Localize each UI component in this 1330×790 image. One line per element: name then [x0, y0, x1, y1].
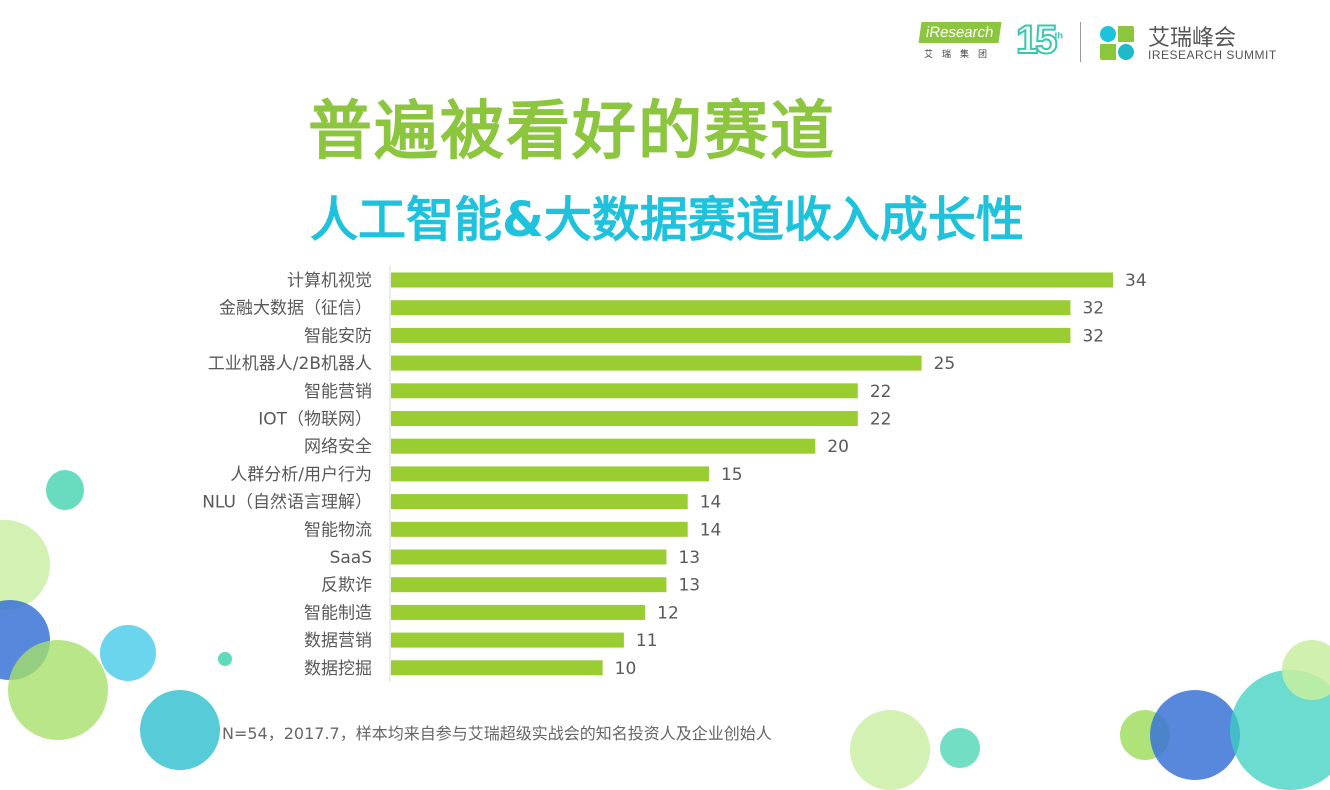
- header-divider: [1080, 22, 1081, 62]
- bar: [391, 383, 858, 399]
- bar: [391, 577, 667, 593]
- category-label: SaaS: [330, 548, 372, 568]
- data-label: 32: [1082, 299, 1104, 319]
- decor-bubble: [218, 652, 232, 666]
- category-label: 智能安防: [304, 326, 372, 346]
- category-label: 智能营销: [304, 382, 372, 402]
- category-label: 智能制造: [304, 603, 372, 623]
- iresearch-logo: iResearch 艾瑞集团: [918, 22, 1002, 60]
- bar: [391, 604, 646, 620]
- summit-logo-icon: [1100, 26, 1134, 60]
- decor-bubble: [1282, 640, 1330, 700]
- brand-sub: 艾瑞集团: [924, 50, 997, 60]
- category-label: 网络安全: [304, 437, 372, 457]
- data-label: 12: [657, 603, 679, 623]
- bar: [391, 411, 858, 426]
- bar: [391, 494, 688, 510]
- data-label: 34: [1125, 271, 1147, 291]
- decor-bubble: [46, 470, 84, 510]
- bar: [391, 272, 1113, 288]
- bar: [391, 438, 816, 454]
- data-label: 32: [1082, 326, 1104, 346]
- header-logos: iResearch 艾瑞集团 15th 艾瑞峰会 IRESEARCH SUMMI…: [918, 17, 1310, 68]
- data-label: 20: [827, 437, 849, 457]
- bar: [391, 327, 1071, 343]
- anniversary-sup: th: [1054, 30, 1064, 41]
- category-label: 反欺诈: [321, 576, 372, 596]
- bar: [391, 632, 624, 648]
- summit-name-en: IRESEARCH SUMMIT: [1148, 48, 1277, 62]
- data-label: 25: [934, 354, 956, 374]
- bar: [391, 521, 688, 537]
- summit-name-cn: 艾瑞峰会: [1148, 26, 1237, 51]
- data-label: 22: [870, 410, 892, 430]
- data-label: 14: [700, 493, 722, 513]
- decor-bubble: [100, 625, 156, 681]
- category-label: 人群分析/用户行为: [230, 465, 372, 485]
- category-label: 工业机器人/2B机器人: [208, 354, 372, 374]
- bar: [391, 300, 1071, 316]
- page-subtitle: 人工智能&大数据赛道收入成长性: [310, 192, 1024, 248]
- bar-chart: 计算机视觉 34 金融大数据（征信） 32 智能安防 32 工业机器人/2B机器人 25 智能营…: [202, 266, 1147, 682]
- footnote: N=54，2017.7，样本均来自参与艾瑞超级实战会的知名投资人及企业创始人: [222, 724, 772, 743]
- category-label: 计算机视觉: [287, 271, 372, 291]
- category-label: 金融大数据（征信）: [219, 299, 372, 319]
- data-label: 22: [870, 382, 892, 402]
- category-label: 数据营销: [304, 631, 372, 651]
- category-label: 数据挖掘: [304, 659, 372, 679]
- data-label: 15: [721, 465, 743, 485]
- category-label: 智能物流: [304, 520, 372, 540]
- page-title: 普遍被看好的赛道: [308, 95, 836, 169]
- category-label: NLU（自然语言理解）: [202, 493, 372, 513]
- data-label: 13: [678, 576, 700, 596]
- data-label: 14: [700, 520, 722, 540]
- bar: [391, 355, 922, 371]
- data-label: 13: [678, 548, 700, 568]
- anniversary-number: 15: [1015, 17, 1058, 63]
- bar: [391, 549, 667, 565]
- bar: [391, 466, 709, 482]
- category-label: IOT（物联网）: [258, 410, 372, 430]
- data-label: 11: [636, 631, 658, 651]
- bar: [391, 660, 603, 676]
- data-label: 10: [615, 659, 637, 679]
- anniversary-logo: 15th: [1015, 17, 1064, 63]
- decor-bubble: [8, 640, 108, 740]
